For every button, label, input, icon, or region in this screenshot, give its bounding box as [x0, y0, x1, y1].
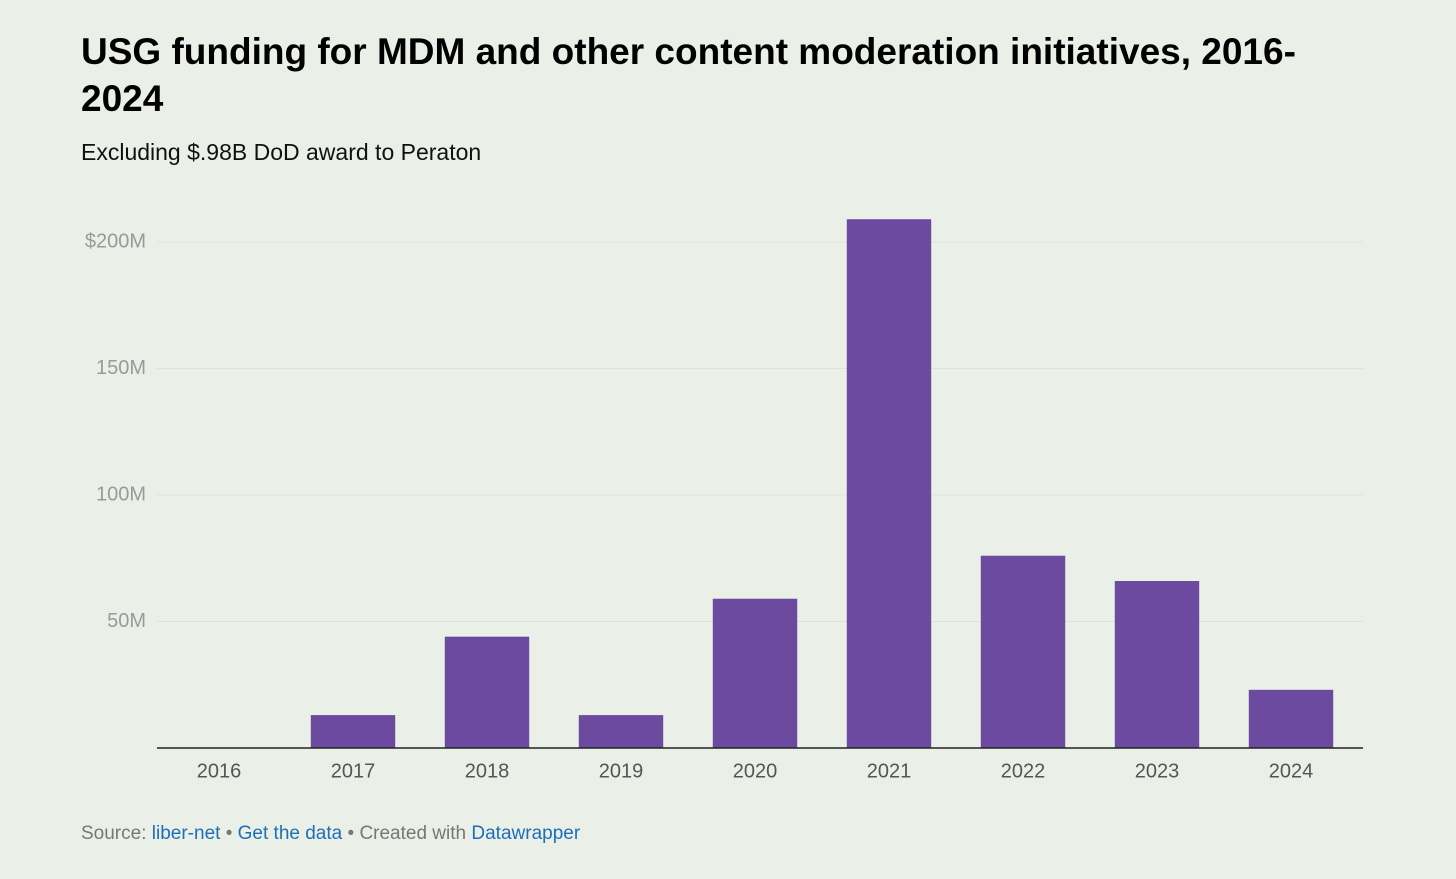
- x-tick-label: 2016: [197, 760, 242, 782]
- source-label: Source:: [81, 823, 147, 844]
- footer: Source: liber-net • Get the data • Creat…: [81, 823, 580, 845]
- chart: 50M 100M 150M $200M 2016 2017 2018 2019 2020 2021…: [85, 219, 1363, 782]
- y-tick-label: $200M: [85, 230, 146, 252]
- bar: [578, 715, 664, 748]
- bar: [444, 636, 530, 748]
- x-tick-label: 2024: [1269, 760, 1314, 782]
- x-tick-label: 2022: [1001, 760, 1046, 782]
- chart-title: USG funding for MDM and other content mo…: [81, 31, 1296, 119]
- x-tick-label: 2023: [1135, 760, 1180, 782]
- bar: [846, 219, 932, 749]
- x-tick-label: 2021: [867, 760, 912, 782]
- x-tick-label: 2017: [331, 760, 376, 782]
- x-tick-label: 2019: [599, 760, 644, 782]
- bar: [1114, 581, 1200, 748]
- tool-link[interactable]: Datawrapper: [471, 823, 581, 844]
- x-tick-label: 2020: [733, 760, 778, 782]
- x-tick-label: 2018: [465, 760, 510, 782]
- y-tick-label: 100M: [96, 483, 146, 505]
- created-with: Created with: [359, 823, 467, 844]
- y-tick-label: 50M: [107, 610, 146, 632]
- bar: [1248, 689, 1334, 748]
- chart-subtitle: Excluding $.98B DoD award to Peraton: [81, 139, 482, 165]
- bar: [712, 598, 798, 748]
- bar: [980, 555, 1066, 748]
- separator: •: [347, 823, 355, 844]
- bar: [310, 715, 396, 748]
- separator: •: [225, 823, 233, 844]
- get-data-link[interactable]: Get the data: [237, 823, 343, 844]
- y-tick-label: 150M: [96, 357, 146, 379]
- source-link[interactable]: liber-net: [151, 823, 221, 844]
